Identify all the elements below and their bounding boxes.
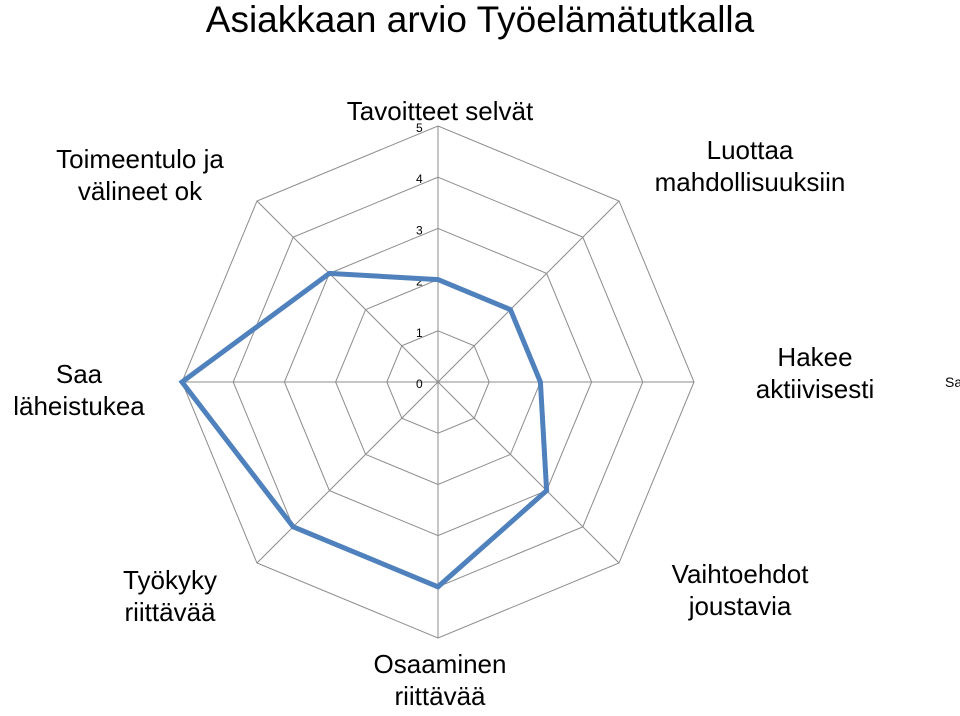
chart-title: Asiakkaan arvio Työelämätutkalla: [205, 0, 755, 40]
axis-spoke-3: [437, 381, 620, 564]
axis-label-saa: Saa läheistukea: [13, 359, 145, 421]
data-point-0-5: [291, 525, 295, 529]
data-point-0-7: [327, 271, 331, 275]
data-point-0-4: [436, 585, 440, 589]
axis-label-luottaa: Luottaa mahdollisuuksiin: [654, 135, 846, 197]
axis-label-hakee: Hakee aktiivisesti: [755, 342, 875, 404]
axis-spoke-1: [437, 200, 620, 383]
tick-label-0: 0: [416, 377, 423, 391]
tick-label-2: 2: [416, 275, 423, 289]
axis-spoke-5: [256, 381, 439, 564]
axis-label-tyokyky: Työkyky riittävää: [123, 565, 217, 627]
data-point-0-6: [180, 380, 184, 384]
data-point-0-0: [436, 278, 440, 282]
tick-label-5: 5: [416, 121, 423, 135]
tick-label-1: 1: [416, 326, 423, 340]
data-point-0-3: [545, 489, 549, 493]
axis-label-tavoitteet: Tavoitteet selvät: [346, 96, 534, 126]
axis-label-osaaminen: Osaaminen riittävää: [373, 649, 507, 711]
tick-label-3: 3: [416, 223, 423, 237]
axis-spoke-7: [256, 200, 439, 383]
axis-label-toimeentulo: Toimeentulo ja välineet ok: [56, 144, 224, 206]
tick-label-4: 4: [416, 172, 423, 186]
data-point-0-2: [538, 380, 542, 384]
legend-series-label: Sarja1: [945, 374, 960, 390]
axis-label-vaihtoehdot: Vaihtoehdot joustavia: [671, 559, 809, 621]
data-point-0-1: [508, 308, 512, 312]
series-line-0: [178, 270, 550, 590]
